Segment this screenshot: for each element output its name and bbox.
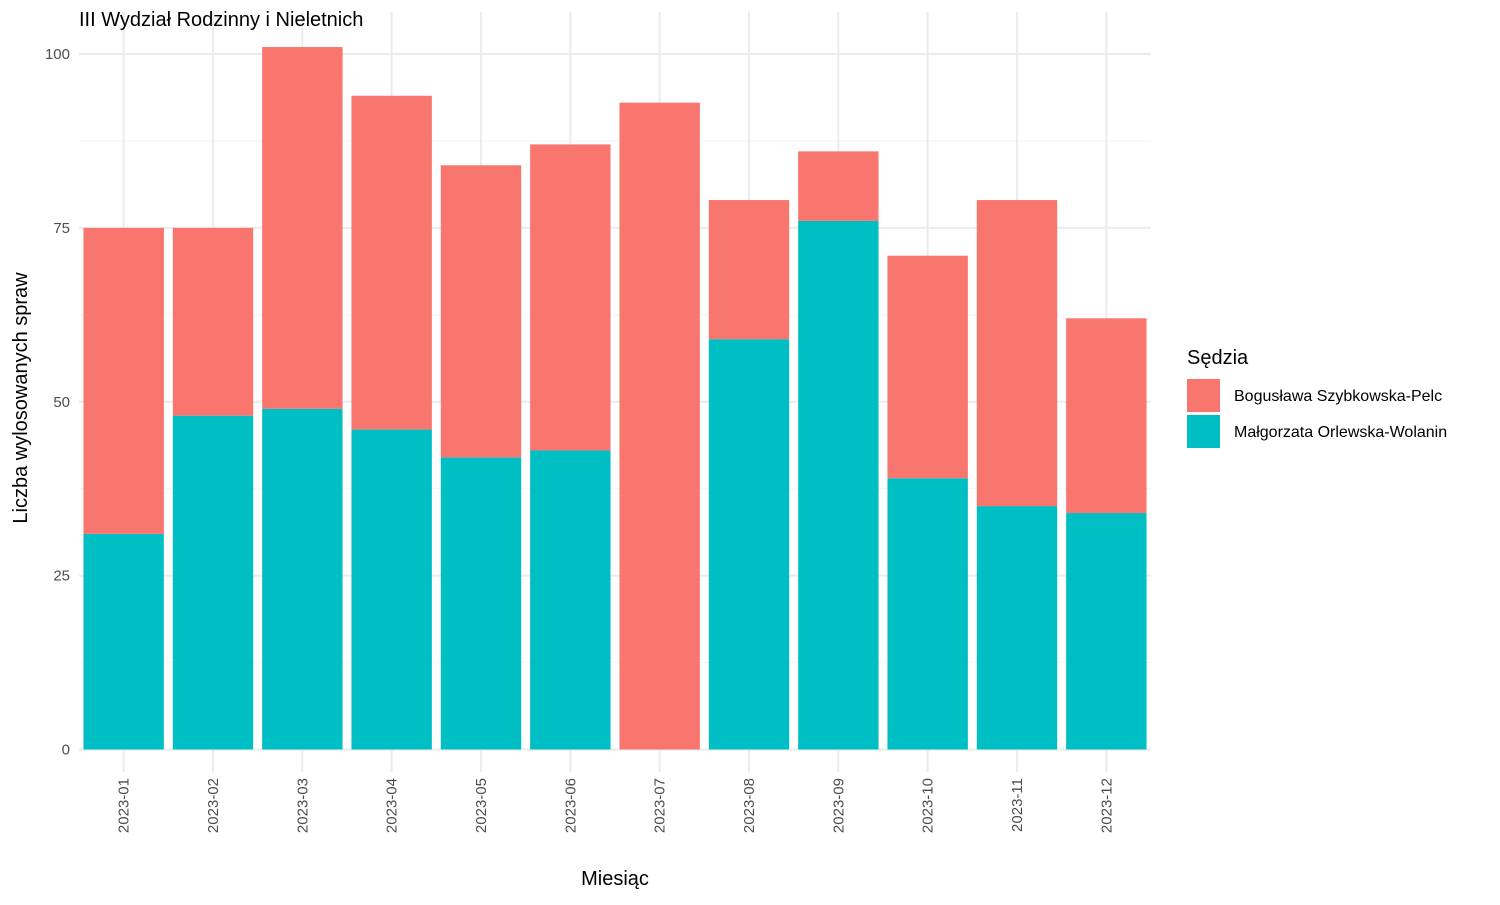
x-axis-title: Miesiąc [581, 868, 649, 890]
legend-label: Małgorzata Orlewska-Wolanin [1234, 424, 1447, 441]
x-tick-label: 2023-07 [652, 778, 669, 833]
legend-label: Bogusława Szybkowska-Pelc [1234, 388, 1442, 405]
bar-segment [708, 339, 790, 750]
bar-segment [351, 429, 432, 750]
bar-segment [262, 47, 343, 409]
bar-segment [530, 144, 611, 451]
bar-segment [530, 450, 611, 750]
bar-segment [887, 478, 968, 750]
legend-swatch [1187, 379, 1220, 412]
bar-segment [172, 415, 254, 750]
chart-title: III Wydział Rodzinny i Nieletnich [79, 9, 363, 31]
legend-swatch [1187, 415, 1220, 448]
bar-segment [262, 408, 343, 750]
x-tick-label: 2023-12 [1098, 778, 1115, 833]
x-tick-label: 2023-01 [116, 778, 133, 833]
bar-segment [976, 506, 1058, 750]
bar-segment [708, 200, 790, 340]
legend: Sędzia Bogusława Szybkowska-Pelc Małgorza… [1187, 347, 1447, 448]
bar-segment [619, 102, 700, 750]
x-tick-label: 2023-02 [205, 778, 222, 833]
y-axis-title: Liczba wylosowanych spraw [10, 272, 32, 524]
x-tick-label: 2023-10 [920, 778, 937, 833]
x-tick-label: 2023-03 [294, 778, 311, 833]
y-tick-label: 75 [53, 220, 70, 237]
y-tick-label: 50 [53, 394, 70, 411]
bar-segment [887, 255, 968, 479]
x-tick-label: 2023-11 [1009, 778, 1026, 832]
bar-segment [440, 165, 522, 458]
y-tick-label: 0 [62, 742, 70, 759]
bar-segment [83, 227, 164, 534]
x-axis-ticks: 2023-01 2023-02 2023-03 2023-04 2023-05 2023-… [116, 778, 1116, 833]
y-tick-label: 100 [45, 46, 70, 63]
bar-segment [1066, 318, 1147, 514]
bar-segment [1066, 513, 1147, 750]
bar-segment [172, 227, 254, 416]
x-tick-label: 2023-06 [562, 778, 579, 833]
bar-segment [976, 200, 1058, 507]
bar-segment [351, 95, 432, 430]
bar-segment [798, 220, 879, 750]
x-tick-label: 2023-04 [384, 778, 401, 833]
legend-items: Bogusława Szybkowska-Pelc Małgorzata Orle… [1187, 379, 1447, 448]
bar-segment [83, 533, 164, 750]
x-tick-label: 2023-05 [473, 778, 490, 833]
y-tick-label: 25 [53, 568, 70, 585]
legend-title: Sędzia [1187, 347, 1249, 369]
bar-segment [798, 151, 879, 221]
bar-segment [440, 457, 522, 750]
y-axis-ticks: 0 25 50 75 100 [45, 46, 70, 759]
bars-layer [83, 47, 1147, 750]
x-tick-label: 2023-09 [830, 778, 847, 833]
x-tick-label: 2023-08 [741, 778, 758, 833]
